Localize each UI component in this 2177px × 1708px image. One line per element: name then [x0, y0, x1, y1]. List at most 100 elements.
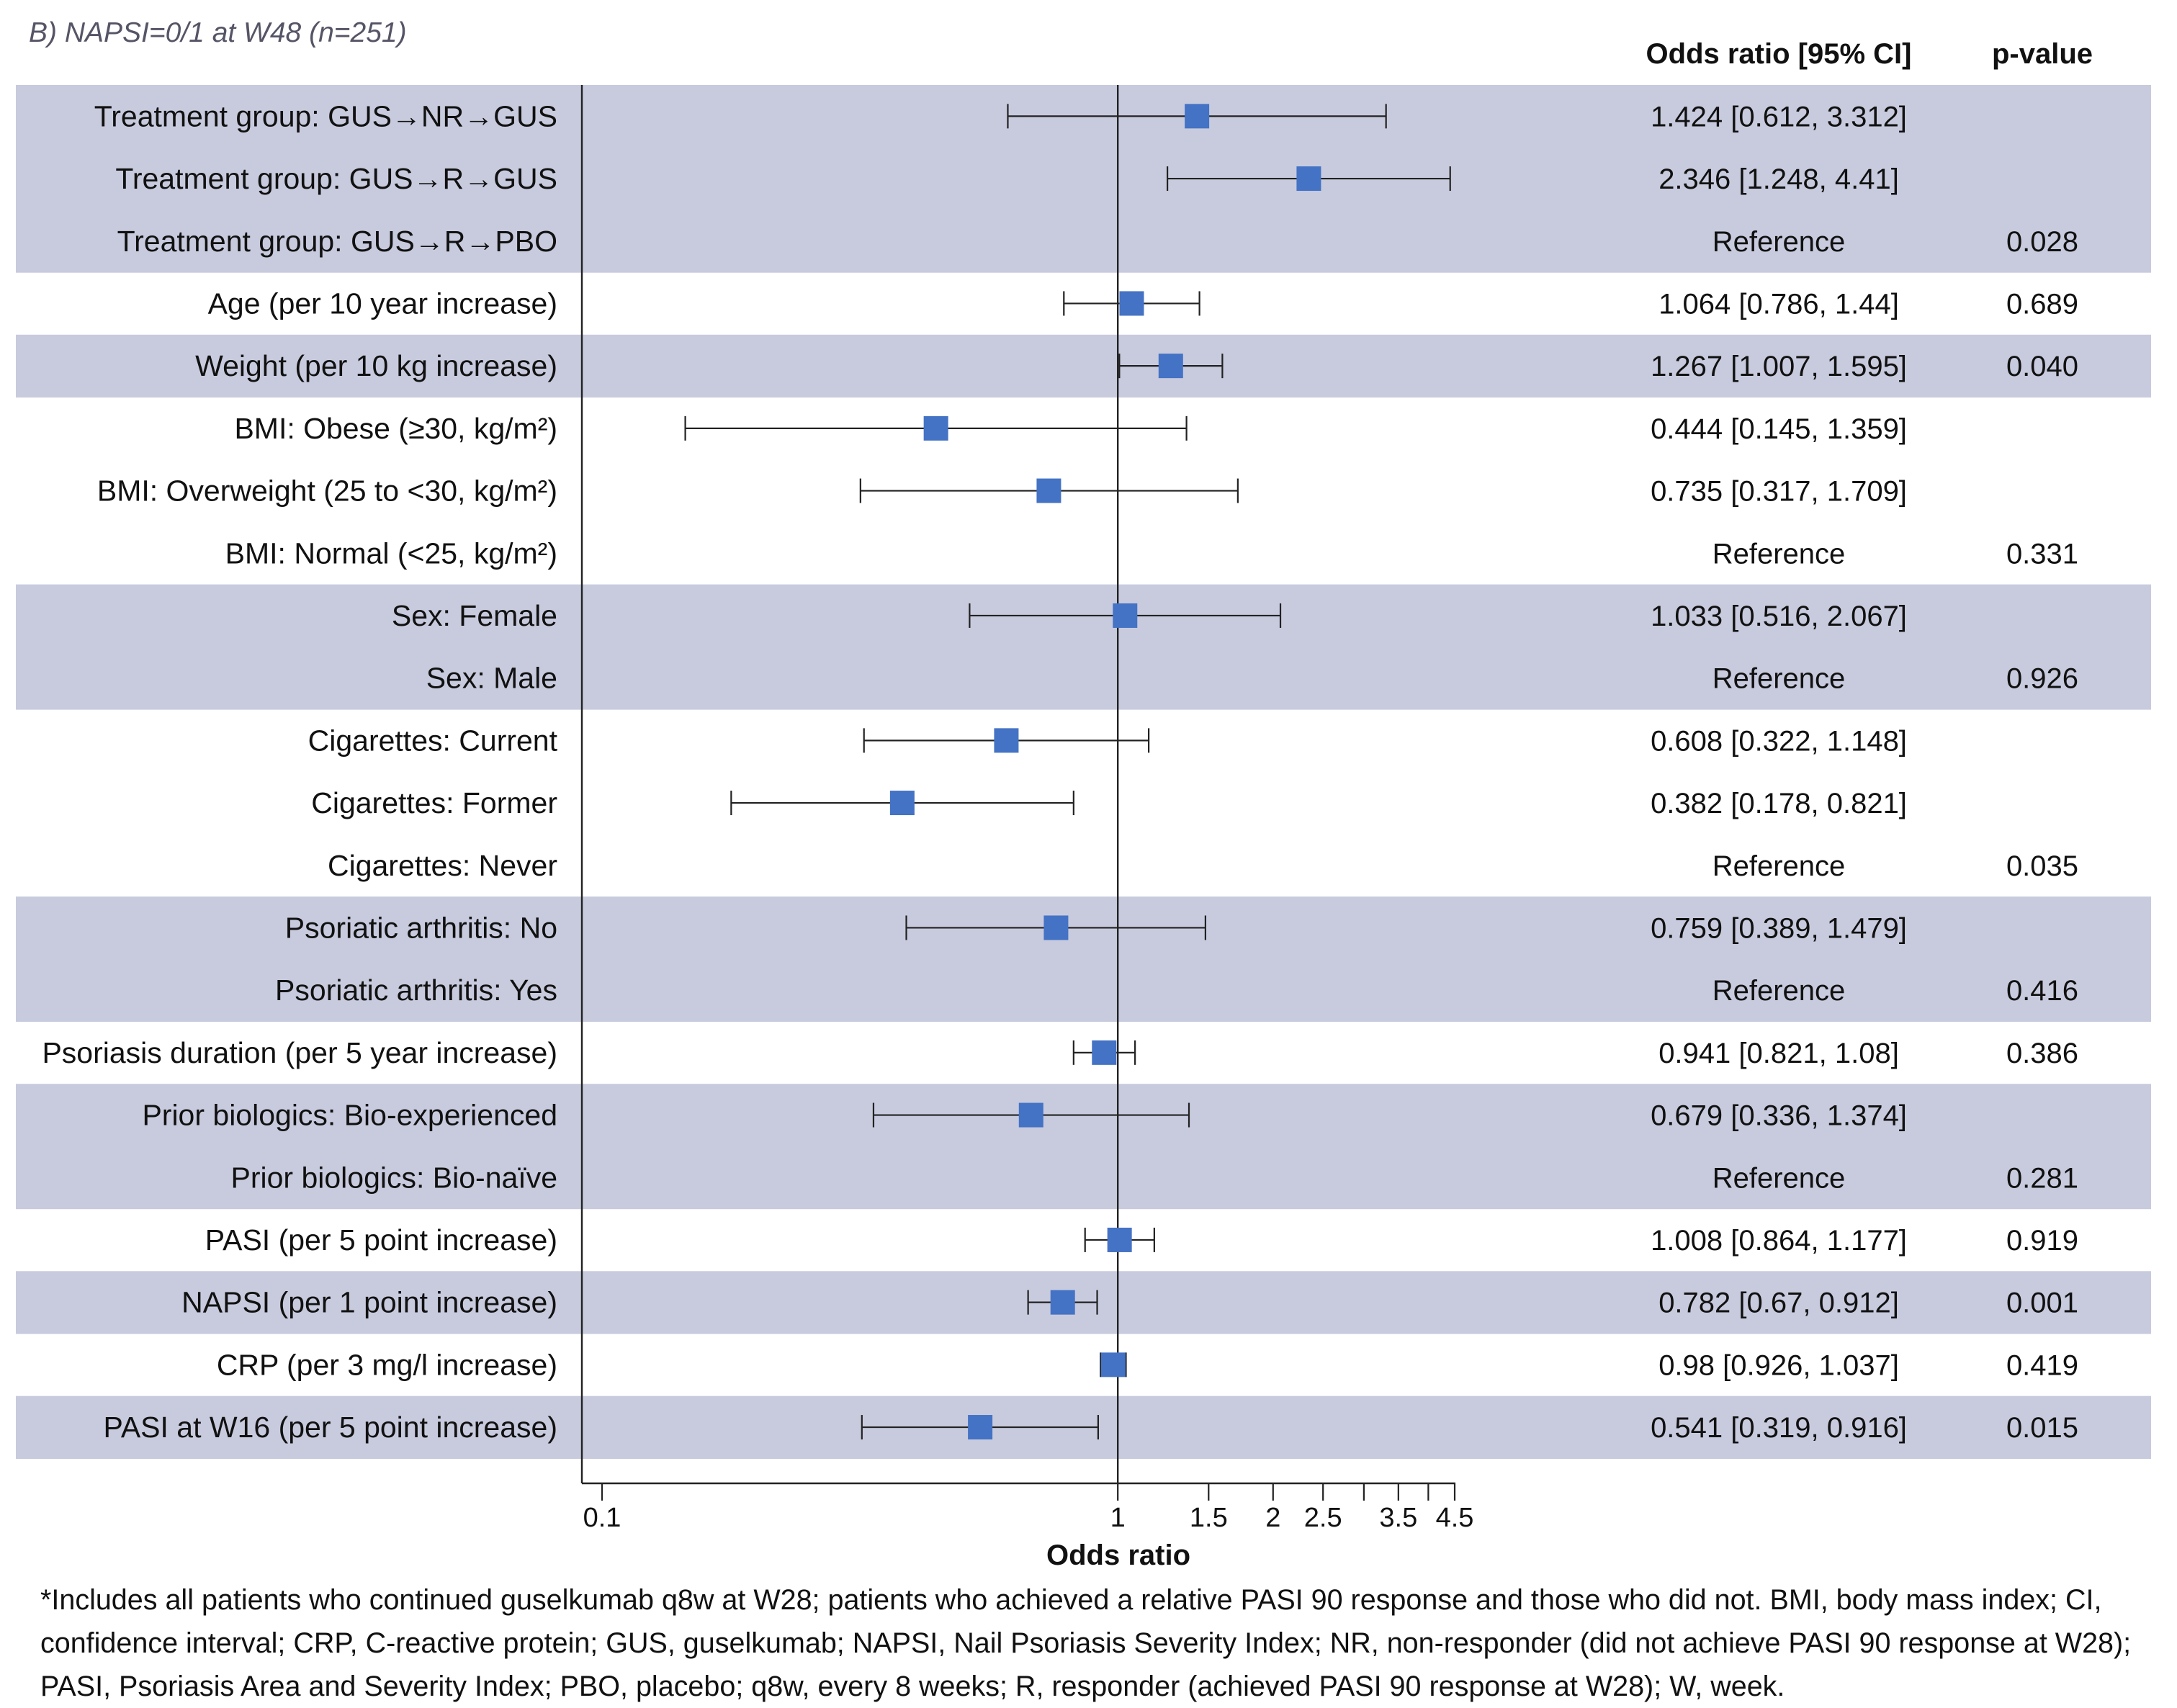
or-column-header: Odds ratio [95% CI]	[1646, 38, 1912, 70]
odds-ratio-text: 0.735 [0.317, 1.709]	[1651, 476, 1907, 508]
odds-ratio-text: Reference	[1713, 975, 1846, 1007]
footnote: *Includes all patients who continued gus…	[40, 1584, 2132, 1702]
p-value-text: 0.015	[2006, 1412, 2078, 1444]
row-label: BMI: Obese (≥30, kg/m²)	[234, 412, 557, 445]
row-label: PASI at W16 (per 5 point increase)	[104, 1411, 557, 1444]
odds-ratio-text: Reference	[1713, 850, 1846, 882]
ci-marker-group	[1072, 1040, 1136, 1065]
row-label: Prior biologics: Bio-naïve	[231, 1161, 557, 1194]
ci-marker-group	[872, 1102, 1190, 1128]
ci-marker-group	[969, 603, 1282, 628]
ci-marker-group	[1118, 354, 1224, 379]
odds-ratio-marker	[1296, 166, 1321, 192]
ci-marker-group	[1063, 291, 1200, 316]
odds-ratio-marker	[1185, 104, 1210, 129]
odds-ratio-text: 0.759 [0.389, 1.479]	[1651, 912, 1907, 944]
p-value-text: 0.419	[2006, 1349, 2078, 1381]
ci-marker-group	[1007, 104, 1387, 129]
ci-marker-group	[1166, 166, 1451, 192]
row-label: Psoriatic arthritis: No	[285, 911, 557, 944]
ci-marker-group	[861, 1415, 1099, 1440]
ci-marker-group	[1084, 1227, 1155, 1252]
odds-ratio-text: 0.98 [0.926, 1.037]	[1658, 1349, 1899, 1381]
row-band	[16, 147, 2151, 210]
forest-plot-chart: B) NAPSI=0/1 at W48 (n=251) Odds ratio […	[16, 17, 2151, 1570]
odds-ratio-marker	[1050, 1290, 1075, 1315]
x-tick-label: 0.1	[583, 1503, 621, 1533]
odds-ratio-text: 1.008 [0.864, 1.177]	[1651, 1225, 1907, 1257]
row-label: Psoriasis duration (per 5 year increase)	[42, 1036, 557, 1069]
odds-ratio-marker	[1018, 1102, 1043, 1128]
odds-ratio-marker	[1158, 354, 1183, 379]
ci-marker-group	[859, 478, 1239, 503]
p-value-text: 0.386	[2006, 1038, 2078, 1069]
row-label: Psoriatic arthritis: Yes	[275, 974, 557, 1007]
odds-ratio-text: 0.541 [0.319, 0.916]	[1651, 1412, 1907, 1444]
row-label: CRP (per 3 mg/l increase)	[217, 1348, 557, 1381]
ci-marker-group	[684, 415, 1188, 441]
ci-marker-group	[1100, 1352, 1127, 1377]
ci-marker-group	[1027, 1290, 1098, 1315]
odds-ratio-marker	[1119, 291, 1144, 316]
odds-ratio-text: 1.064 [0.786, 1.44]	[1658, 288, 1899, 320]
odds-ratio-text: 0.782 [0.67, 0.912]	[1658, 1287, 1899, 1319]
x-tick-label: 2.5	[1304, 1503, 1342, 1533]
odds-ratio-text: Reference	[1713, 663, 1846, 695]
p-value-text: 0.040	[2006, 351, 2078, 382]
x-tick-label: 1.5	[1190, 1503, 1228, 1533]
odds-ratio-text: 1.267 [1.007, 1.595]	[1651, 351, 1907, 382]
odds-ratio-marker	[994, 728, 1019, 753]
row-label: Sex: Male	[426, 662, 557, 695]
row-label: Cigarettes: Current	[308, 724, 558, 757]
ci-marker-group	[730, 791, 1074, 816]
row-label: PASI (per 5 point increase)	[205, 1223, 557, 1257]
odds-ratio-text: 0.679 [0.336, 1.374]	[1651, 1100, 1907, 1132]
odds-ratio-text: 0.382 [0.178, 0.821]	[1651, 788, 1907, 819]
p-value-text: 0.331	[2006, 538, 2078, 570]
row-label: Prior biologics: Bio-experienced	[142, 1099, 557, 1132]
p-value-column-header: p-value	[1992, 38, 2093, 70]
odds-ratio-marker	[1113, 603, 1138, 628]
odds-ratio-text: Reference	[1713, 226, 1846, 258]
odds-ratio-text: 1.033 [0.516, 2.067]	[1651, 601, 1907, 632]
x-axis-title: Odds ratio	[1046, 1540, 1190, 1570]
ci-marker-group	[905, 915, 1207, 940]
odds-ratio-text: Reference	[1713, 538, 1846, 570]
p-value-text: 0.281	[2006, 1162, 2078, 1194]
row-label: Treatment group: GUS→R→GUS	[115, 162, 557, 195]
odds-ratio-text: 1.424 [0.612, 3.312]	[1651, 101, 1907, 132]
odds-ratio-marker	[1107, 1227, 1132, 1252]
row-band	[16, 334, 2151, 398]
odds-ratio-marker	[1043, 915, 1069, 940]
ci-marker-group	[863, 728, 1150, 753]
odds-ratio-marker	[923, 415, 948, 441]
odds-ratio-marker	[1100, 1352, 1126, 1377]
odds-ratio-text: 0.444 [0.145, 1.359]	[1651, 413, 1907, 445]
x-tick-label: 3.5	[1379, 1503, 1417, 1533]
row-label: Treatment group: GUS→NR→GUS	[94, 99, 557, 132]
x-axis: 0.1 1 1.5 2 2.5 3.5 4.5	[580, 85, 1473, 1533]
odds-ratio-marker	[1092, 1040, 1117, 1065]
row-label: BMI: Normal (<25, kg/m²)	[225, 536, 557, 570]
row-label: Age (per 10 year increase)	[208, 287, 557, 320]
odds-ratio-text: 0.941 [0.821, 1.08]	[1658, 1038, 1899, 1069]
p-value-text: 0.001	[2006, 1287, 2078, 1319]
x-tick-label: 2	[1265, 1503, 1280, 1533]
odds-ratio-marker	[968, 1415, 993, 1440]
p-value-text: 0.416	[2006, 975, 2078, 1007]
odds-ratio-marker	[889, 791, 915, 816]
row-label: Cigarettes: Former	[311, 786, 557, 819]
odds-ratio-marker	[1036, 478, 1061, 503]
x-tick-label: 1	[1110, 1503, 1126, 1533]
row-label: Sex: Female	[392, 599, 557, 632]
chart-subtitle: B) NAPSI=0/1 at W48 (n=251)	[29, 17, 407, 48]
odds-ratio-text: 0.608 [0.322, 1.148]	[1651, 725, 1907, 757]
row-label: BMI: Overweight (25 to <30, kg/m²)	[97, 475, 557, 508]
row-band	[16, 958, 2151, 1022]
p-value-text: 0.689	[2006, 288, 2078, 320]
row-band	[16, 647, 2151, 710]
row-label: NAPSI (per 1 point increase)	[181, 1286, 557, 1319]
row-label: Weight (per 10 kg increase)	[195, 349, 557, 382]
row-band	[16, 1146, 2151, 1210]
